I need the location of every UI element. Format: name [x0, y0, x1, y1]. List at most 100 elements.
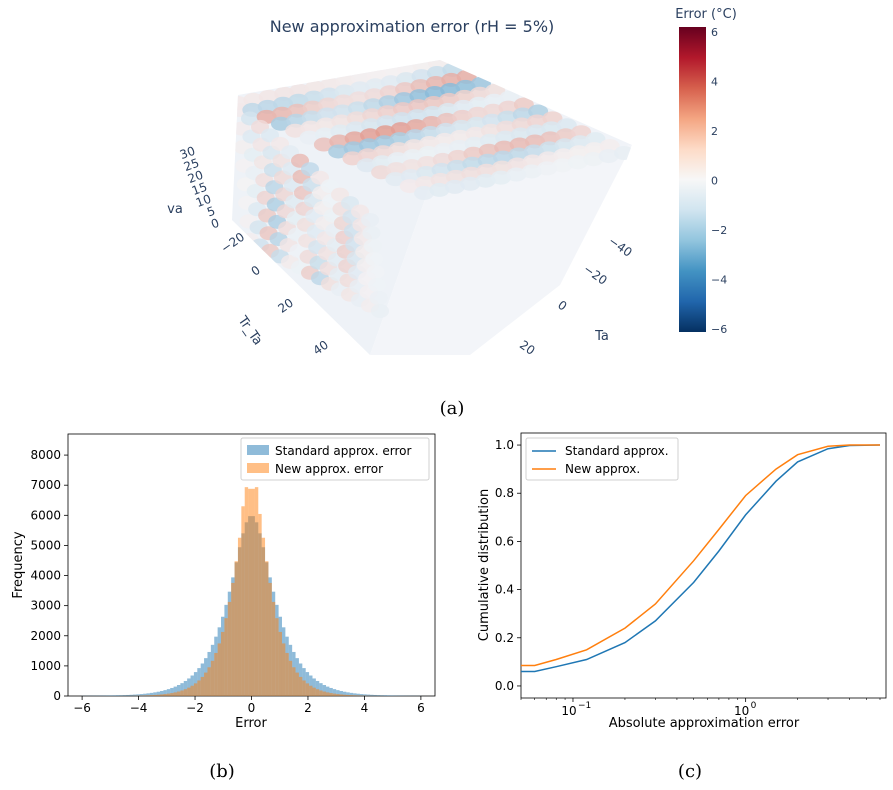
- error-marker: [484, 93, 505, 108]
- ta-axis-label: Ta: [594, 329, 609, 344]
- x-tick-label: −4: [130, 701, 148, 715]
- hist-bar: [146, 695, 150, 696]
- error-marker: [376, 115, 397, 130]
- hist-bar: [332, 693, 337, 696]
- hist-bar: [380, 695, 384, 696]
- hist-bar: [166, 689, 171, 696]
- error-marker: [318, 97, 339, 112]
- error-marker: [433, 142, 454, 157]
- histogram-bars: [82, 487, 421, 696]
- hist-bar: [339, 690, 343, 696]
- error-marker: [555, 128, 576, 143]
- hist-bar: [149, 695, 154, 696]
- error-marker: [423, 96, 444, 110]
- hist-bar: [143, 695, 147, 696]
- error-marker: [328, 144, 349, 159]
- error-marker: [464, 136, 485, 151]
- ta-tick-label: 0: [555, 298, 569, 314]
- hist-bar: [234, 561, 238, 696]
- error-marker: [332, 104, 353, 119]
- error-marker: [524, 134, 545, 149]
- error-marker: [468, 96, 489, 111]
- hist-bar: [163, 690, 167, 696]
- hist-bar: [298, 676, 303, 696]
- error-marker: [363, 98, 384, 113]
- error-marker: [482, 113, 503, 128]
- legend-swatch-new: [247, 463, 269, 473]
- hist-bar: [329, 693, 333, 696]
- hist-bar: [376, 695, 381, 696]
- error-marker: [347, 101, 368, 116]
- error-marker: [568, 145, 589, 160]
- hist-bar: [170, 693, 174, 696]
- hist-bar: [315, 680, 320, 696]
- hist-bar: [339, 694, 343, 696]
- error-marker: [365, 78, 386, 93]
- y-tick-label: 0.8: [495, 486, 514, 500]
- error-marker: [387, 152, 408, 167]
- error-marker: [358, 138, 379, 153]
- hist-bar: [326, 692, 330, 696]
- error-marker: [304, 80, 325, 95]
- error-marker: [553, 148, 574, 163]
- error-marker: [415, 176, 436, 190]
- error-marker: [302, 100, 323, 115]
- error-marker: [429, 182, 450, 197]
- x-tick-label: 0: [248, 701, 256, 715]
- hist-bar: [217, 643, 222, 696]
- tr-ta-tick-label: 20: [275, 296, 296, 316]
- hist-bar: [156, 694, 161, 696]
- error-marker: [333, 94, 354, 109]
- panel-c-y-ticks: 0.0 0.2 0.4 0.6 0.8 1.0: [495, 438, 521, 693]
- error-marker: [301, 110, 322, 125]
- y-tick-label: 0.4: [495, 583, 514, 597]
- error-marker: [584, 142, 605, 157]
- error-marker: [467, 106, 488, 121]
- colorbar-tick-label: 0: [711, 175, 718, 188]
- error-marker: [363, 239, 382, 253]
- legend-label-new: New approx. error: [275, 462, 383, 476]
- hist-bar: [275, 618, 279, 696]
- error-marker: [450, 129, 471, 144]
- error-marker: [286, 113, 307, 128]
- error-marker: [274, 86, 295, 101]
- error-marker: [375, 125, 396, 140]
- error-marker: [313, 137, 334, 152]
- hist-bar: [170, 687, 174, 696]
- error-marker: [567, 155, 588, 170]
- hist-bar: [319, 683, 323, 696]
- hist-bar: [356, 693, 360, 696]
- legend-label-standard: Standard approx.: [565, 444, 669, 458]
- error-marker: [614, 146, 632, 160]
- tr-ta-axis-label: Tr_Ta: [234, 313, 265, 348]
- error-marker: [438, 102, 459, 117]
- hist-bar: [271, 601, 276, 696]
- error-marker: [258, 89, 279, 104]
- error-marker: [463, 146, 484, 161]
- hist-bar: [227, 601, 232, 696]
- error-marker: [408, 99, 429, 114]
- hist-bar: [353, 695, 357, 696]
- panel-b-histogram: −6 −4 −2 0 2 4 6 0 1000 2000 3000 4000 5000 6000 7000…: [11, 433, 436, 782]
- hist-bar: [173, 686, 177, 696]
- hist-bar: [342, 694, 347, 696]
- hist-bar: [129, 694, 133, 696]
- hist-bar: [221, 631, 225, 696]
- error-marker: [479, 133, 500, 148]
- error-marker: [421, 116, 442, 130]
- error-marker: [446, 159, 467, 174]
- x-tick-exponent: −1: [578, 701, 591, 711]
- legend-label-standard: Standard approx. error: [275, 444, 411, 458]
- error-marker: [552, 158, 573, 173]
- error-marker: [329, 134, 350, 149]
- error-marker: [390, 122, 411, 137]
- error-marker: [496, 120, 517, 135]
- hist-bar: [346, 692, 350, 696]
- colorbar-tick-label: −4: [711, 274, 727, 287]
- hist-bar: [322, 691, 327, 696]
- hist-bar: [193, 683, 198, 696]
- panel-b-xlabel: Error: [235, 716, 267, 731]
- error-marker: [391, 112, 412, 127]
- hist-bar: [163, 694, 167, 696]
